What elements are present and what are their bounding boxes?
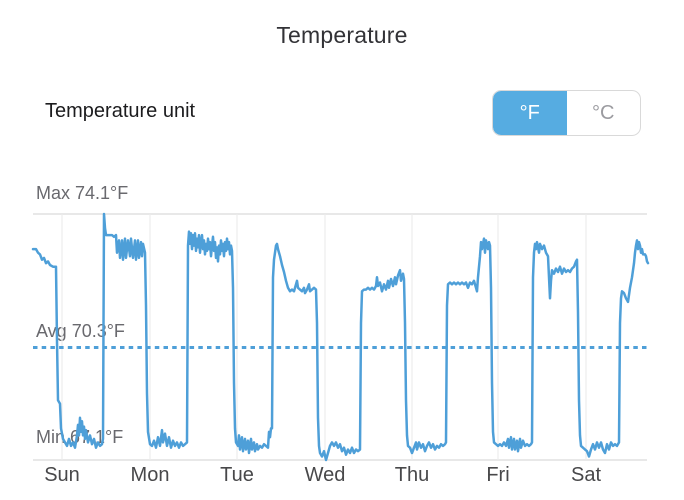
x-axis-label-thu: Thu <box>394 464 430 486</box>
x-axis-label-mon: Mon <box>130 464 170 486</box>
x-axis-labels: Sun Mon Tue Wed Thu Fri Sat <box>0 464 684 494</box>
x-axis-label-tue: Tue <box>220 464 254 486</box>
avg-annotation: Avg 70.3°F <box>36 321 125 341</box>
celsius-button[interactable]: °C <box>567 91 641 135</box>
x-axis-label-fri: Fri <box>486 464 510 486</box>
x-axis-label-sat: Sat <box>570 464 602 486</box>
page-title: Temperature <box>276 22 408 48</box>
unit-toggle: °F °C <box>492 90 641 136</box>
fahrenheit-button[interactable]: °F <box>493 91 567 135</box>
temperature-unit-label: Temperature unit <box>45 100 196 122</box>
x-axis-label-wed: Wed <box>304 464 346 486</box>
x-axis-label-sun: Sun <box>44 464 80 486</box>
max-annotation: Max 74.1°F <box>36 183 129 203</box>
min-annotation: Min 67.1°F <box>36 427 124 447</box>
